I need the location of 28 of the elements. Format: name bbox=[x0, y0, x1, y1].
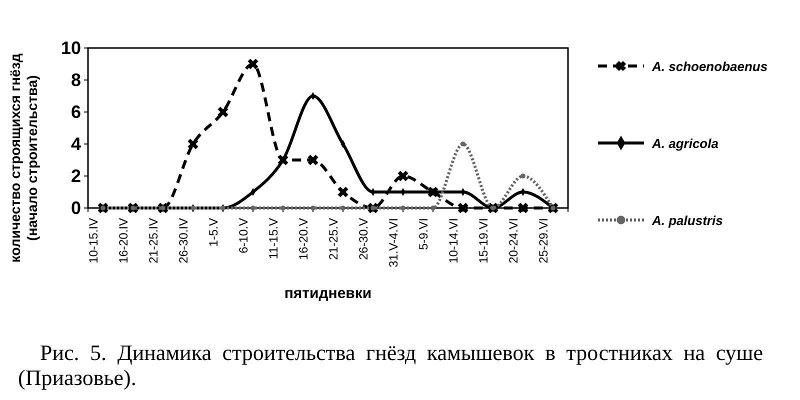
y-tick-label: 6 bbox=[70, 102, 81, 122]
x-tick-label: 16-20.IV bbox=[116, 218, 131, 264]
x-tick-label: 31.V-4.VI bbox=[386, 218, 401, 268]
y-axis-title: количество строящихся гнёзд (начало строительства) bbox=[7, 53, 40, 263]
x-tick-label: 15-19.VI bbox=[476, 218, 491, 264]
x-axis-title: пятидневки bbox=[284, 285, 372, 302]
x-tick-label: 1-5.V bbox=[206, 218, 221, 247]
x-tick-label: 21-25.V bbox=[326, 218, 341, 260]
x-tick-label: 20-24.VI bbox=[506, 218, 521, 264]
y-tick-label: 10 bbox=[60, 38, 81, 58]
y-tick-label: 4 bbox=[70, 134, 81, 154]
x-tick-label: 10-15.IV bbox=[86, 218, 101, 264]
x-tick-label: 26-30.IV bbox=[176, 218, 191, 264]
y-tick-label: 0 bbox=[70, 198, 81, 218]
x-tick-label: 25-29.VI bbox=[536, 218, 551, 264]
x-tick-label: 11-15.V bbox=[266, 218, 281, 260]
x-tick-label: 16-20.V bbox=[296, 218, 311, 260]
legend-label: A. agricola bbox=[651, 136, 718, 151]
y-tick-label: 8 bbox=[70, 70, 81, 90]
legend-label: A. schoenobaenus bbox=[651, 59, 768, 74]
x-tick-label: 26-30.V bbox=[356, 218, 371, 260]
legend-label: A. palustris bbox=[651, 213, 723, 228]
x-tick-label: 6-10.V bbox=[236, 218, 251, 254]
x-tick-label: 5-9.VI bbox=[416, 218, 431, 250]
x-tick-label: 21-25.IV bbox=[146, 218, 161, 264]
x-tick-label: 10-14.VI bbox=[446, 218, 461, 264]
y-tick-label: 2 bbox=[70, 166, 81, 186]
text: Рис. 5. Динамика строительства гнёзд камышевок в тростниках на суше (Приазовье). bbox=[18, 340, 763, 390]
